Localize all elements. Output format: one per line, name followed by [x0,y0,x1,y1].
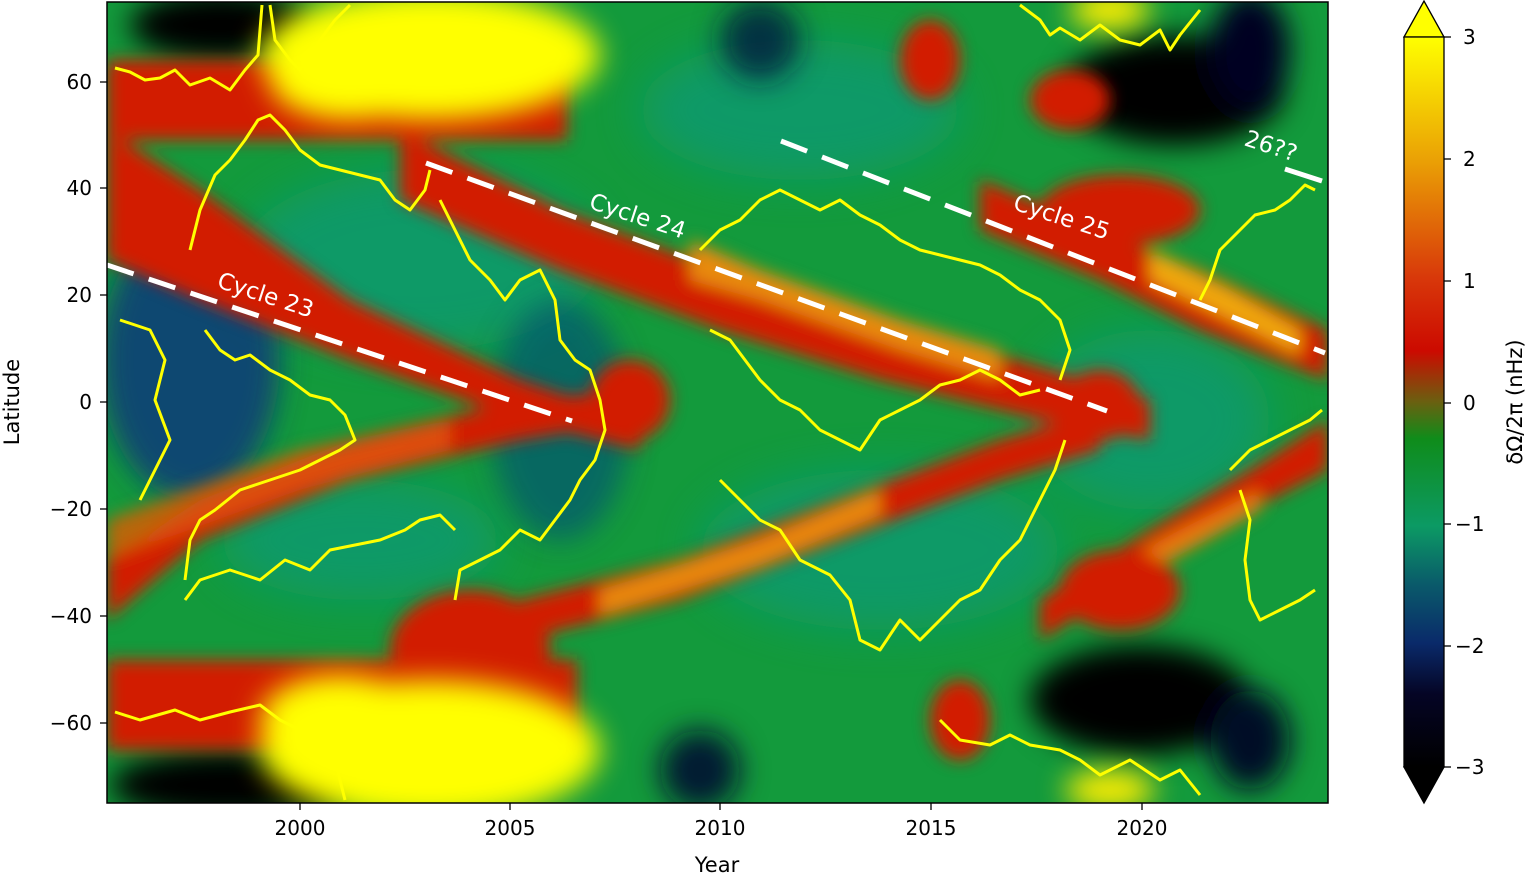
y-axis: 60 40 20 0 −20 −40 −60 Latitude [0,70,107,735]
x-tick-2010: 2010 [695,816,746,840]
x-tick-2005: 2005 [485,816,536,840]
x-tick-2000: 2000 [275,816,326,840]
y-axis-label: Latitude [0,359,24,445]
activity-contours [114,3,1323,801]
cycle-25-line [780,138,1326,356]
heatmap-area: Cycle 23 Cycle 24 Cycle 25 26?? [107,2,1328,803]
cb-tick-neg1: −1 [1455,512,1484,536]
cb-tick-0: 0 [1463,391,1476,415]
cycle-24-line [425,160,1108,414]
y-tick-20: 20 [67,283,92,307]
y-tick-60: 60 [67,70,92,94]
cb-tick-neg3: −3 [1455,755,1484,779]
cycle-23-line [107,262,573,424]
colorbar: 3 2 1 0 −1 −2 −3 δΩ/2π (nHz) [1402,0,1527,805]
y-tick-neg40: −40 [50,604,92,628]
colorbar-gradient [1403,36,1445,768]
cb-tick-3: 3 [1463,25,1476,49]
y-tick-0: 0 [79,390,92,414]
cycle-lines [107,138,1326,424]
cb-tick-2: 2 [1463,147,1476,171]
x-axis-label: Year [694,853,740,877]
x-tick-2020: 2020 [1117,816,1168,840]
x-axis: 2000 2005 2010 2015 2020 Year [275,803,1168,877]
colorbar-extend-min [1402,766,1446,805]
y-tick-neg60: −60 [50,711,92,735]
x-tick-2015: 2015 [906,816,957,840]
y-tick-neg20: −20 [50,497,92,521]
y-tick-40: 40 [67,176,92,200]
cb-tick-1: 1 [1463,269,1476,293]
cycle-26-line [1284,166,1323,184]
colorbar-extend-max [1402,0,1446,38]
cb-tick-neg2: −2 [1455,634,1484,658]
colorbar-label: δΩ/2π (nHz) [1503,339,1527,464]
